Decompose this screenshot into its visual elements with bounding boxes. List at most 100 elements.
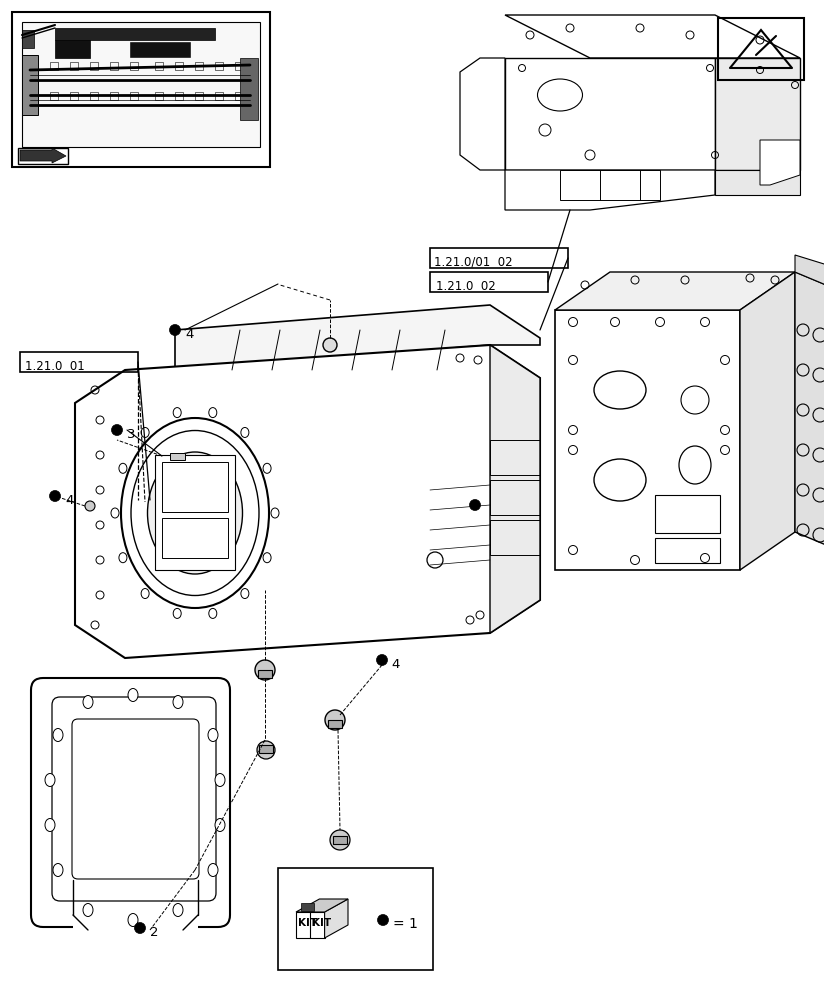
Circle shape (470, 499, 480, 510)
Ellipse shape (208, 863, 218, 876)
Polygon shape (505, 15, 800, 58)
Ellipse shape (173, 408, 181, 418)
Ellipse shape (173, 608, 181, 618)
Bar (18, 148, 68, 164)
Bar (90, 92, 98, 100)
Circle shape (111, 424, 123, 436)
Polygon shape (715, 58, 800, 170)
Text: 4: 4 (185, 328, 194, 342)
Ellipse shape (119, 463, 127, 473)
FancyBboxPatch shape (52, 697, 216, 901)
Bar (430, 248, 568, 268)
Ellipse shape (45, 818, 55, 832)
Ellipse shape (141, 589, 149, 599)
Ellipse shape (128, 914, 138, 926)
Ellipse shape (111, 508, 119, 518)
Circle shape (325, 710, 345, 730)
Bar (110, 92, 118, 100)
Bar (162, 462, 228, 512)
Bar (50, 92, 58, 100)
Polygon shape (460, 58, 505, 170)
Bar (490, 520, 540, 555)
Circle shape (377, 914, 388, 926)
Polygon shape (760, 140, 800, 185)
Ellipse shape (263, 553, 271, 563)
Bar (55, 40, 90, 58)
Text: 1.21.0  01: 1.21.0 01 (25, 360, 85, 372)
Polygon shape (325, 899, 348, 938)
Bar (55, 28, 215, 40)
Bar (195, 62, 203, 70)
Ellipse shape (119, 553, 127, 563)
Bar (560, 170, 660, 200)
Ellipse shape (141, 427, 149, 437)
Ellipse shape (208, 408, 217, 418)
Text: 4: 4 (65, 493, 73, 506)
Circle shape (257, 741, 275, 759)
Bar (718, 18, 804, 80)
FancyBboxPatch shape (72, 719, 199, 879)
Bar (259, 745, 273, 753)
Ellipse shape (215, 818, 225, 832)
Polygon shape (296, 912, 325, 938)
Polygon shape (715, 170, 800, 195)
Bar (70, 92, 78, 100)
Bar (162, 518, 228, 558)
Bar (195, 92, 203, 100)
Ellipse shape (53, 728, 63, 742)
Polygon shape (490, 345, 540, 633)
Polygon shape (555, 310, 740, 570)
Bar (12, 12, 270, 167)
Ellipse shape (208, 608, 217, 618)
Text: = 1: = 1 (393, 917, 418, 931)
Polygon shape (75, 345, 540, 658)
Bar (20, 352, 138, 372)
Bar (73, 880, 198, 930)
FancyBboxPatch shape (31, 678, 230, 927)
Circle shape (134, 922, 146, 934)
Text: 1.21.0/01  02: 1.21.0/01 02 (434, 255, 513, 268)
Ellipse shape (45, 774, 55, 786)
Bar (155, 455, 235, 570)
Ellipse shape (215, 774, 225, 786)
Ellipse shape (241, 589, 249, 599)
Bar (155, 62, 163, 70)
Ellipse shape (271, 508, 279, 518)
Text: 3: 3 (127, 428, 135, 442)
Bar (235, 92, 243, 100)
Ellipse shape (121, 418, 269, 608)
Ellipse shape (173, 696, 183, 708)
Bar (22, 30, 34, 48)
Polygon shape (301, 903, 315, 911)
Ellipse shape (208, 728, 218, 742)
Bar (328, 720, 342, 728)
Polygon shape (795, 272, 824, 555)
Bar (90, 62, 98, 70)
Polygon shape (740, 272, 795, 570)
Bar (490, 440, 540, 475)
Bar (110, 62, 118, 70)
Bar (655, 538, 720, 563)
Ellipse shape (83, 904, 93, 916)
Polygon shape (505, 170, 715, 210)
Polygon shape (22, 55, 38, 115)
Ellipse shape (147, 452, 242, 574)
Polygon shape (170, 453, 185, 460)
Polygon shape (296, 899, 348, 912)
Text: KIT: KIT (298, 918, 317, 928)
Circle shape (85, 501, 95, 511)
Polygon shape (20, 148, 66, 163)
Ellipse shape (83, 696, 93, 708)
Circle shape (377, 654, 387, 666)
Bar (130, 92, 138, 100)
Text: 4: 4 (391, 658, 400, 672)
Ellipse shape (128, 688, 138, 702)
Bar (258, 670, 272, 678)
Bar (130, 62, 138, 70)
Text: 1.21.0  02: 1.21.0 02 (436, 279, 496, 292)
Bar (278, 868, 433, 970)
Polygon shape (505, 58, 715, 170)
Polygon shape (555, 272, 795, 310)
Bar (215, 62, 223, 70)
Bar (175, 92, 183, 100)
